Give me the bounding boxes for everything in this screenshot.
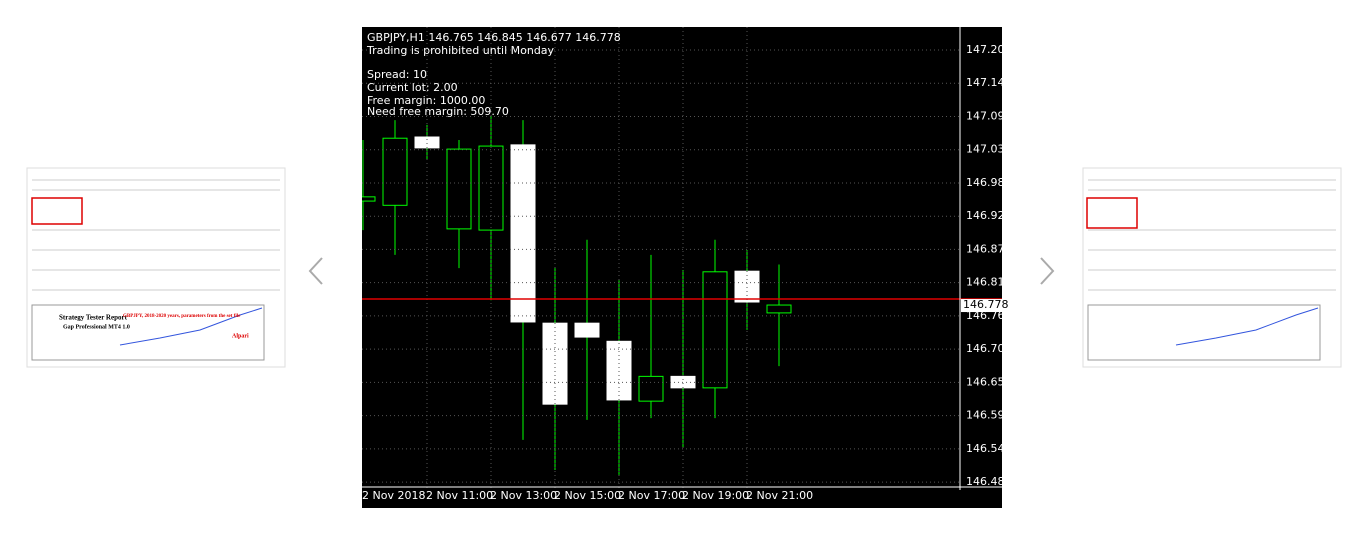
next-arrow[interactable] [1040,257,1055,285]
y-tick-label: 146.540 [966,442,1012,455]
annotation: Need free margin: 509.70 [367,105,509,118]
thumb-subtitle: Gap Professional MT4 1.0 [63,324,130,330]
y-tick-label: 146.650 [966,375,1012,388]
y-tick-label: 147.090 [966,109,1012,122]
chart-title: GBPJPY,H1 146.765 146.845 146.677 146.77… [367,31,621,44]
annotation: Trading is prohibited until Monday [366,44,555,57]
thumb-rows [1088,179,1336,291]
y-tick-label: 147.145 [966,76,1012,89]
candle-body [362,196,376,202]
thumb-curve [119,307,263,346]
annotation: Free margin: 1000.00 [367,94,485,107]
y-tick-label: 146.815 [966,276,1012,289]
candle-body [574,322,600,338]
y-tick-label: 146.980 [966,176,1012,189]
y-tick-label: 147.035 [966,143,1012,156]
x-tick-label: 2 Nov 2018 [362,489,425,502]
y-tick-label: 146.760 [966,309,1012,322]
x-tick-label: 2 Nov 13:00 [490,489,557,502]
highlight [1086,197,1138,229]
y-tick-label: 146.485 [966,475,1012,488]
candle-body [638,375,664,402]
y-tick-label: 146.595 [966,409,1012,422]
thumb-title: Strategy Tester Report [59,314,128,322]
candle-body [702,271,728,389]
x-tick-label: 2 Nov 11:00 [426,489,493,502]
x-tick-label: 2 Nov 17:00 [618,489,685,502]
highlight [31,197,83,225]
x-tick-label: 2 Nov 15:00 [554,489,621,502]
candle-body [510,144,536,323]
candle-body [446,148,472,230]
price-label: 146.778 [963,298,1009,311]
candle-body [478,145,504,231]
thumb-curve [1175,307,1319,346]
thumb-broker: Alpari [232,333,249,339]
chart-bg [362,27,1002,508]
y-tick-label: 146.870 [966,242,1012,255]
thumb-graph [1087,304,1321,361]
x-tick-label: 2 Nov 19:00 [682,489,749,502]
thumb-right[interactable] [1082,167,1342,368]
annotation: Current lot: 2.00 [367,81,458,94]
y-tick-label: 146.705 [966,342,1012,355]
prev-arrow[interactable] [308,257,323,285]
candle-body [734,270,760,303]
candle-body [414,136,440,149]
annotation: Spread: 10 [367,68,427,81]
y-tick-label: 146.925 [966,209,1012,222]
candle-body [766,304,792,314]
candle-body [382,137,408,206]
thumb-graph [31,304,265,361]
price-label-bg [961,299,1002,313]
x-tick-label: 2 Nov 21:00 [746,489,813,502]
thumb-note: GBPJPY, 2018-2020 years, parameters from… [123,314,241,319]
y-tick-label: 147.200 [966,43,1012,56]
